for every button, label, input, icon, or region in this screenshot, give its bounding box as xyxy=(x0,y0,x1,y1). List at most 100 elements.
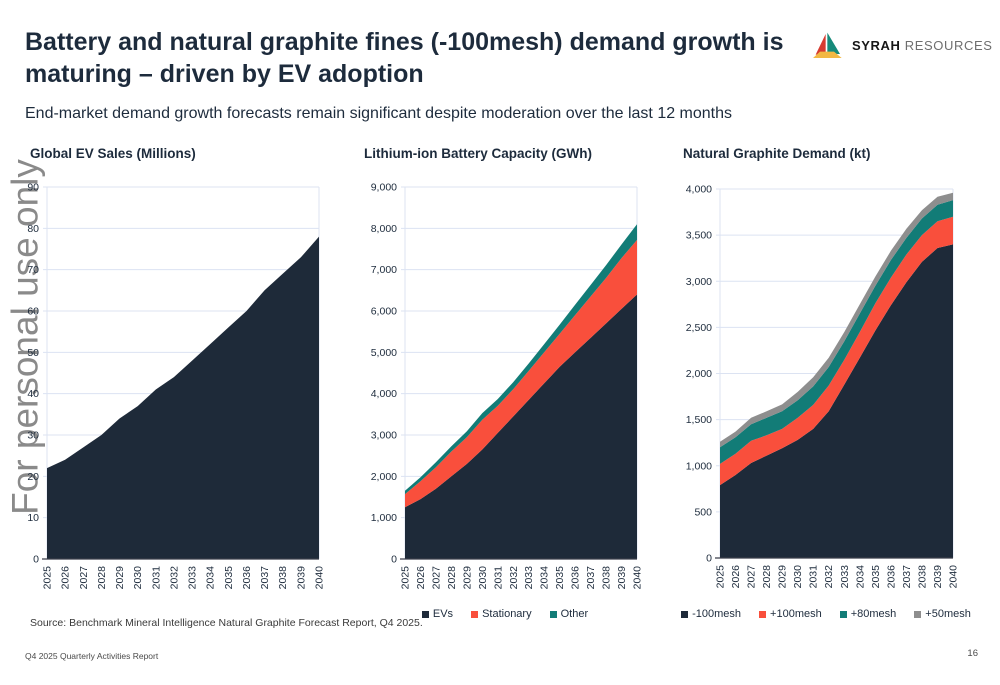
svg-text:2030: 2030 xyxy=(477,566,489,590)
svg-text:2029: 2029 xyxy=(777,565,789,589)
svg-text:2038: 2038 xyxy=(916,565,928,589)
svg-text:1,000: 1,000 xyxy=(686,460,712,472)
footer-report-title: Q4 2025 Quarterly Activities Report xyxy=(25,651,159,661)
source-note: Source: Benchmark Mineral Intelligence N… xyxy=(30,617,423,629)
svg-text:50: 50 xyxy=(27,347,39,359)
svg-text:0: 0 xyxy=(706,553,712,565)
svg-text:8,000: 8,000 xyxy=(371,223,397,235)
legend-swatch-icon xyxy=(549,610,557,618)
legend-label: EVs xyxy=(432,608,454,620)
legend-label: Other xyxy=(560,608,589,620)
brand-name: SYRAH xyxy=(852,37,901,53)
svg-text:2025: 2025 xyxy=(42,566,54,590)
svg-text:20: 20 xyxy=(27,471,39,483)
svg-text:2036: 2036 xyxy=(570,566,582,590)
page-subtitle: End-market demand growth forecasts remai… xyxy=(25,105,733,122)
legend-label: -100mesh xyxy=(692,608,742,620)
svg-text:6,000: 6,000 xyxy=(371,306,397,318)
svg-text:2039: 2039 xyxy=(295,566,307,590)
svg-text:40: 40 xyxy=(27,388,39,400)
svg-text:30: 30 xyxy=(27,430,39,442)
svg-text:4,000: 4,000 xyxy=(371,388,397,400)
chart-graphite-demand: 0 500 1,000 1,500 2,000 2,500 3,000 3,500 4,000 2… xyxy=(686,184,960,589)
brand-suffix: RESOURCES xyxy=(904,37,993,53)
svg-text:2040: 2040 xyxy=(314,566,326,590)
legend-label: Stationary xyxy=(482,608,532,620)
svg-text:2030: 2030 xyxy=(792,565,804,589)
svg-text:2028: 2028 xyxy=(761,565,773,589)
svg-text:60: 60 xyxy=(27,306,39,318)
svg-text:2032: 2032 xyxy=(823,565,835,589)
svg-text:2032: 2032 xyxy=(508,566,520,590)
syrah-logo-text: SYRAH RESOURCES xyxy=(852,38,992,53)
syrah-logo: SYRAH RESOURCES xyxy=(810,30,992,60)
svg-text:2037: 2037 xyxy=(901,565,913,589)
svg-text:2025: 2025 xyxy=(715,565,727,589)
svg-text:2033: 2033 xyxy=(523,566,535,590)
svg-text:2039: 2039 xyxy=(932,565,944,589)
chart-title-ev-sales: Global EV Sales (Millions) xyxy=(30,146,196,161)
chart-title-battery-capacity: Lithium-ion Battery Capacity (GWh) xyxy=(364,146,593,161)
svg-text:2029: 2029 xyxy=(461,566,473,590)
svg-text:2029: 2029 xyxy=(114,566,126,590)
svg-text:2033: 2033 xyxy=(839,565,851,589)
svg-text:500: 500 xyxy=(694,506,712,518)
svg-text:2,000: 2,000 xyxy=(371,471,397,483)
svg-text:2026: 2026 xyxy=(60,566,72,590)
svg-text:2,500: 2,500 xyxy=(686,322,712,334)
svg-text:0: 0 xyxy=(33,554,39,566)
svg-text:2026: 2026 xyxy=(415,566,427,590)
svg-text:2028: 2028 xyxy=(446,566,458,590)
legend-swatch-icon xyxy=(759,610,767,618)
page-title: Battery and natural graphite fines (-100… xyxy=(25,26,815,90)
svg-text:2026: 2026 xyxy=(730,565,742,589)
legend-item: Stationary xyxy=(471,608,532,620)
legend-battery-capacity: EVs Stationary Other xyxy=(355,608,655,620)
svg-text:9,000: 9,000 xyxy=(371,182,397,194)
page-title-line2: maturing – driven by EV adoption xyxy=(25,60,424,88)
svg-text:2027: 2027 xyxy=(78,566,90,590)
page-title-line1: Battery and natural graphite fines (-100… xyxy=(25,28,784,56)
svg-text:2027: 2027 xyxy=(746,565,758,589)
svg-text:2039: 2039 xyxy=(616,566,628,590)
legend-item: EVs xyxy=(421,608,454,620)
svg-text:2031: 2031 xyxy=(150,566,162,590)
svg-text:2028: 2028 xyxy=(96,566,108,590)
svg-text:2040: 2040 xyxy=(948,565,960,589)
legend-label: +80mesh xyxy=(850,608,897,620)
svg-text:3,500: 3,500 xyxy=(686,230,712,242)
svg-text:2035: 2035 xyxy=(223,566,235,590)
svg-text:10: 10 xyxy=(27,512,39,524)
svg-text:7,000: 7,000 xyxy=(371,264,397,276)
svg-text:2032: 2032 xyxy=(168,566,180,590)
chart-title-graphite-demand: Natural Graphite Demand (kt) xyxy=(683,146,871,161)
svg-text:2031: 2031 xyxy=(808,565,820,589)
svg-text:2040: 2040 xyxy=(632,566,644,590)
legend-swatch-icon xyxy=(839,610,847,618)
svg-text:2034: 2034 xyxy=(854,565,866,589)
legend-swatch-icon xyxy=(471,610,479,618)
svg-text:3,000: 3,000 xyxy=(686,276,712,288)
svg-text:2034: 2034 xyxy=(205,566,217,590)
svg-text:5,000: 5,000 xyxy=(371,347,397,359)
svg-text:2036: 2036 xyxy=(885,565,897,589)
svg-text:2034: 2034 xyxy=(539,566,551,590)
page-number: 16 xyxy=(967,648,978,659)
legend-label: +100mesh xyxy=(770,608,822,620)
svg-text:2031: 2031 xyxy=(492,566,504,590)
svg-text:2037: 2037 xyxy=(259,566,271,590)
svg-text:2035: 2035 xyxy=(554,566,566,590)
legend-item: -100mesh xyxy=(681,608,741,620)
svg-text:4,000: 4,000 xyxy=(686,184,712,196)
svg-text:2025: 2025 xyxy=(400,566,412,590)
legend-item: +100mesh xyxy=(759,608,822,620)
legend-item: +80mesh xyxy=(839,608,897,620)
legend-swatch-icon xyxy=(914,610,922,618)
legend-label: +50mesh xyxy=(925,608,971,620)
legend-graphite-demand: -100mesh +100mesh +80mesh +50mesh xyxy=(660,608,992,620)
legend-item: +50mesh xyxy=(914,608,971,620)
svg-text:2035: 2035 xyxy=(870,565,882,589)
svg-text:70: 70 xyxy=(27,264,39,276)
legend-swatch-icon xyxy=(421,610,429,618)
